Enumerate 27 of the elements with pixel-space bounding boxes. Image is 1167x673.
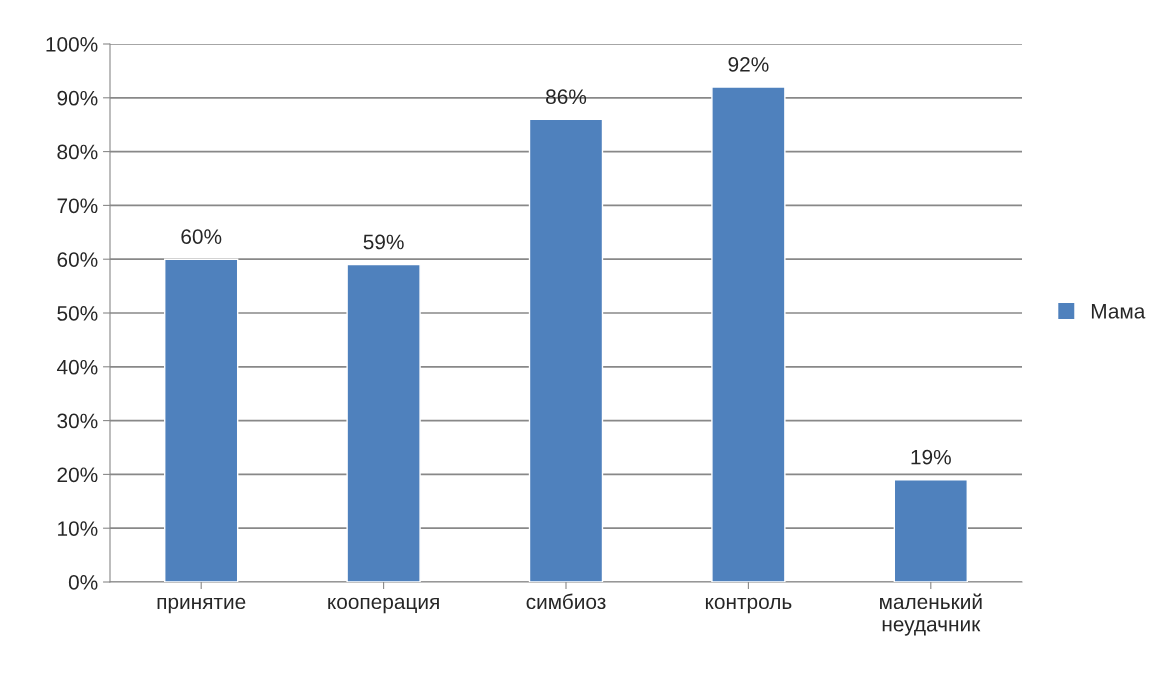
y-tick-label: 10% — [58, 521, 98, 536]
x-tick-label: симбиоз — [526, 593, 606, 610]
y-tick-label: 20% — [57, 467, 98, 483]
y-tick-label: 40% — [56, 359, 98, 375]
y-tick-label: 70% — [57, 198, 98, 214]
bar — [528, 118, 604, 582]
y-tick-label: 30% — [57, 413, 98, 429]
y-tick-label: 80% — [57, 144, 98, 160]
data-label: 92% — [728, 57, 769, 72]
data-label: 19% — [911, 449, 951, 465]
x-tick-label: кооперация — [328, 597, 439, 614]
x-tick-label: маленький неудачник — [880, 593, 982, 636]
data-label: 86% — [546, 89, 587, 105]
data-label: 60% — [181, 229, 222, 244]
y-tick-label: 50% — [57, 306, 98, 321]
x-tick-label: принятие — [157, 597, 246, 614]
y-tick-label: 60% — [57, 252, 98, 267]
bar — [164, 258, 239, 582]
legend-label: Мама — [1091, 304, 1146, 319]
x-tick-label: контроль — [705, 597, 792, 614]
data-label: 59% — [363, 234, 404, 250]
bar — [346, 263, 421, 582]
y-tick-label: 0% — [68, 575, 98, 590]
y-tick-label: 100% — [46, 37, 98, 52]
bar — [893, 479, 968, 582]
bar — [711, 86, 786, 582]
y-tick-label: 90% — [57, 90, 98, 106]
